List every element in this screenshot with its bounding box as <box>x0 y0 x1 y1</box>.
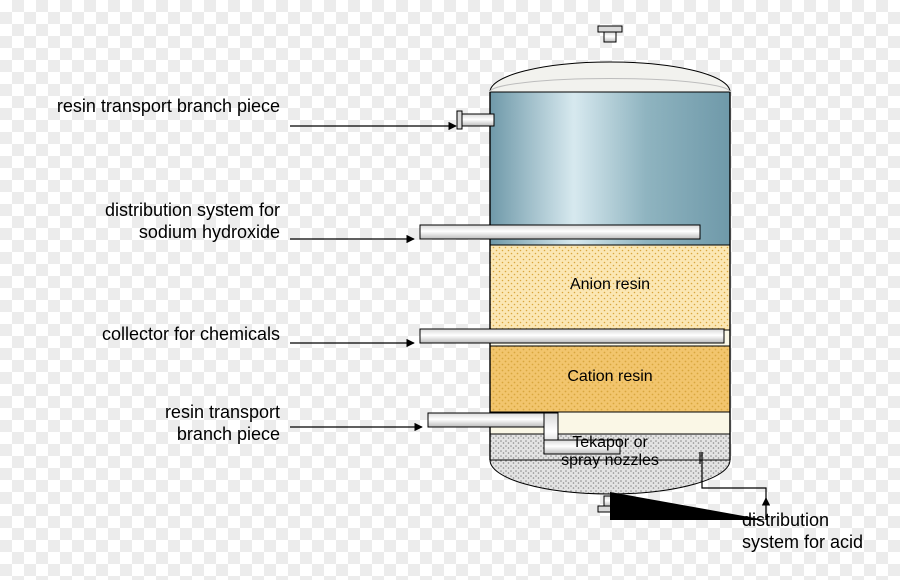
tekapor-label: Tekapor orspray nozzles <box>490 434 730 470</box>
anion-resin-label: Anion resin <box>490 276 730 294</box>
callout-text: distribution system forsodium hydroxide <box>105 200 280 242</box>
callout-resin-branch-bottom: resin transportbranch piece <box>20 402 280 445</box>
callout-acid-distribution: distributionsystem for acid <box>742 510 892 553</box>
callout-text: distributionsystem for acid <box>742 510 863 552</box>
diagram-stage: resin transport branch piece distributio… <box>0 0 900 580</box>
callout-resin-branch-top: resin transport branch piece <box>20 96 280 118</box>
callout-text: collector for chemicals <box>102 324 280 344</box>
diagram-svg <box>0 0 900 580</box>
callout-text: resin transportbranch piece <box>165 402 280 444</box>
callout-text: resin transport branch piece <box>57 96 280 116</box>
callout-naoh-distribution: distribution system forsodium hydroxide <box>20 200 280 243</box>
callout-collector: collector for chemicals <box>20 324 280 346</box>
cation-resin-label: Cation resin <box>490 368 730 386</box>
